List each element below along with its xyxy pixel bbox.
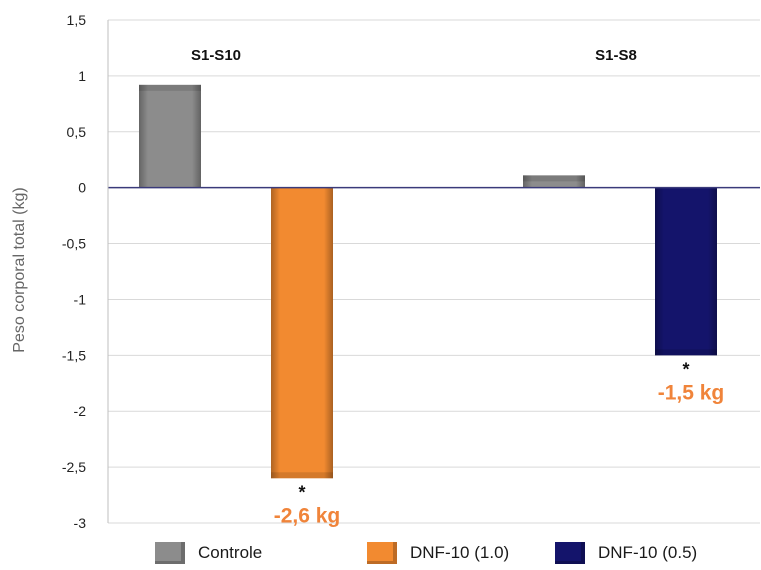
bar-bevel-edge — [271, 472, 333, 479]
y-tick-label: -2,5 — [62, 459, 86, 475]
bar-fill — [655, 187, 717, 356]
bar-bevel-edge — [139, 84, 201, 91]
y-tick-label: -1,5 — [62, 347, 86, 363]
y-axis-label: Peso corporal total (kg) — [11, 187, 28, 352]
bar-fill — [139, 84, 201, 188]
y-tick-label: -1 — [74, 291, 87, 307]
bar-bevel-left — [523, 175, 532, 188]
bar-bevel-left — [271, 187, 280, 479]
legend: Controle DNF-10 (1.0) DNF-10 (0.5) — [0, 542, 761, 568]
bar-fill — [523, 175, 585, 188]
y-tick-label: 0,5 — [67, 124, 87, 140]
group-label: S1-S10 — [191, 47, 241, 64]
value-annotation: -2,6 kg — [274, 504, 341, 527]
bar — [271, 187, 333, 479]
y-tick-label: 0 — [78, 180, 86, 196]
y-tick-label: -3 — [74, 515, 87, 531]
y-axis-ticks: 1,5 1 0,5 0 -0,5 -1 -1,5 -2 -2,5 -3 — [62, 12, 86, 531]
bar-chart: 1,510,50-0,5-1-1,5-2-2,5-3 S1-S10*-2,6 k… — [11, 12, 760, 531]
legend-label: DNF-10 (1.0) — [410, 543, 510, 562]
bar — [523, 175, 585, 188]
legend-swatch — [155, 542, 185, 564]
legend-item: DNF-10 (0.5) — [555, 542, 697, 564]
legend-label: DNF-10 (0.5) — [598, 543, 698, 562]
gridlines — [108, 19, 760, 524]
bar-bevel-right — [708, 187, 717, 356]
bar-bevel-right — [576, 175, 585, 188]
bar-bevel-right — [192, 84, 201, 188]
legend-swatch — [555, 542, 585, 564]
bars — [139, 84, 717, 479]
y-tick-label: 1 — [78, 68, 86, 84]
bar-bevel-left — [139, 84, 148, 188]
group-label: S1-S8 — [595, 47, 637, 64]
bar-bevel-edge — [655, 349, 717, 356]
significance-marker: * — [298, 482, 305, 502]
y-tick-label: 1,5 — [67, 12, 87, 28]
legend-swatch — [367, 542, 397, 564]
legend-label: Controle — [198, 543, 263, 562]
significance-marker: * — [682, 359, 689, 379]
legend-item: Controle — [155, 542, 262, 564]
y-tick-label: -2 — [74, 403, 87, 419]
value-annotation: -1,5 kg — [658, 381, 725, 404]
bar-bevel-right — [324, 187, 333, 479]
y-tick-label: -0,5 — [62, 236, 86, 252]
bar-bevel-edge — [523, 175, 585, 182]
legend-item: DNF-10 (1.0) — [367, 542, 509, 564]
bar-fill — [271, 187, 333, 479]
bar — [655, 187, 717, 356]
bar — [139, 84, 201, 188]
bar-bevel-left — [655, 187, 664, 356]
